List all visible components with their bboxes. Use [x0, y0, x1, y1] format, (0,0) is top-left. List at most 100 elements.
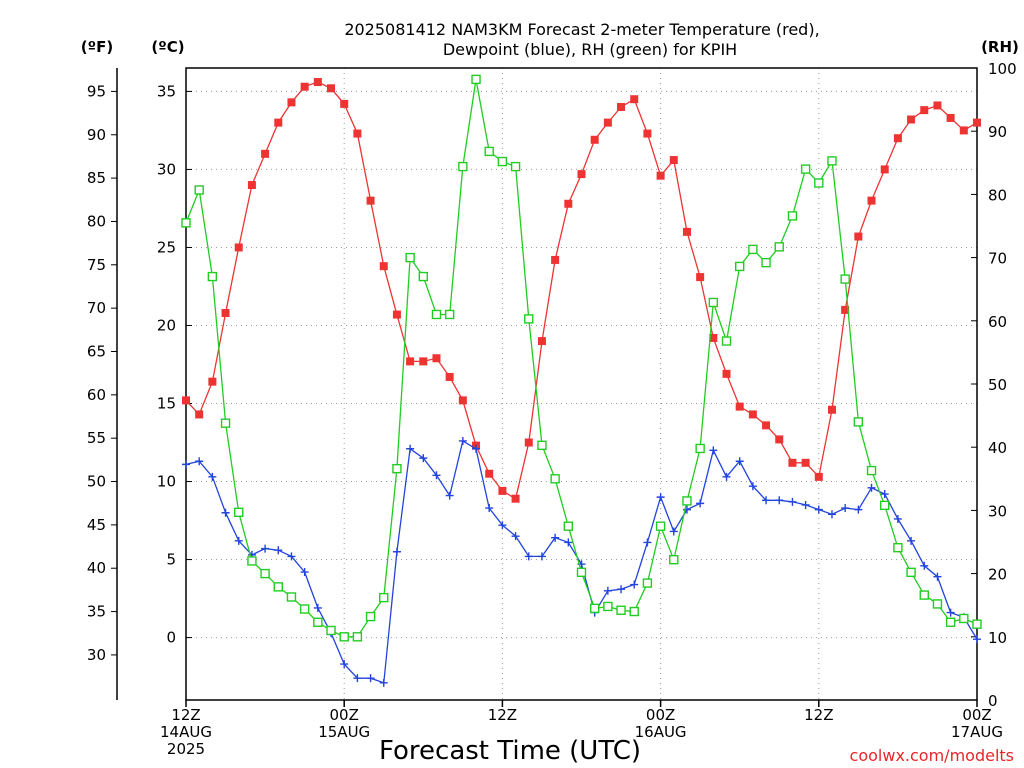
- temperature-point: [392, 310, 401, 319]
- dewpoint-point: [445, 491, 454, 500]
- rh-point: [260, 568, 270, 579]
- temperature-point: [234, 243, 243, 252]
- rh-point: [787, 211, 798, 221]
- dewpoint-point: [234, 536, 243, 545]
- rh-point: [761, 257, 771, 268]
- temperature-point: [195, 410, 204, 419]
- time-tick-label: 00Z: [330, 706, 359, 724]
- temperature-point: [722, 369, 731, 378]
- dewpoint-point: [617, 585, 626, 594]
- rh-point: [352, 632, 363, 642]
- rh-point: [247, 556, 257, 566]
- dewpoint-point: [709, 446, 718, 455]
- temperature-point: [379, 262, 388, 271]
- chart-title: 2025081412 NAM3KM Forecast 2-meter Tempe…: [344, 20, 819, 59]
- dewpoint-point: [841, 504, 850, 513]
- rh-point: [537, 440, 547, 451]
- fahrenheit-tick-label: 60: [87, 386, 106, 404]
- rh-point: [906, 567, 916, 578]
- rh-point: [181, 218, 191, 228]
- dewpoint-point: [472, 444, 481, 453]
- dewpoint-point: [643, 538, 652, 547]
- temperature-point: [854, 232, 863, 241]
- rh-point: [550, 474, 560, 484]
- dewpoint-point: [748, 482, 757, 491]
- fahrenheit-tick-label: 85: [87, 169, 106, 187]
- temperature-point: [617, 103, 626, 112]
- fahrenheit-tick-label: 90: [87, 126, 106, 144]
- temperature-point: [643, 129, 652, 138]
- dewpoint-point: [261, 544, 270, 553]
- temperature-point: [274, 118, 283, 127]
- dewpoint-point: [867, 483, 876, 492]
- rh-point: [721, 336, 732, 346]
- dewpoint-point: [498, 521, 507, 530]
- fahrenheit-tick-label: 55: [87, 429, 106, 447]
- fahrenheit-tick-label: 35: [87, 603, 106, 621]
- celsius-tick-label: 0: [166, 629, 176, 647]
- rh-point: [313, 617, 323, 627]
- dewpoint-point: [537, 552, 546, 561]
- rh-tick-label: 100: [988, 60, 1017, 78]
- temperature-point: [841, 305, 850, 314]
- temperature-line: [185, 81, 978, 500]
- rh-tick-label: 20: [988, 566, 1007, 584]
- rh-point: [616, 605, 626, 615]
- rh-point: [458, 161, 468, 172]
- rh-point: [431, 309, 442, 320]
- rh-point: [972, 619, 982, 629]
- rh-point: [919, 590, 929, 600]
- rh-point: [220, 418, 231, 428]
- dewpoint-point: [392, 547, 401, 556]
- rh-tick-label: 30: [988, 502, 1007, 520]
- fahrenheit-tick-label: 95: [87, 82, 106, 100]
- temperature-point: [340, 99, 349, 108]
- temperature-point: [630, 95, 639, 104]
- rh-point: [735, 261, 745, 272]
- rh-point: [299, 604, 310, 614]
- temperature-point: [419, 357, 428, 366]
- rh-point: [669, 554, 679, 565]
- dewpoint-point: [300, 568, 309, 577]
- celsius-tick-label: 15: [157, 395, 176, 413]
- temperature-point: [893, 134, 902, 143]
- temperature-point: [590, 135, 599, 144]
- temperature-point: [775, 435, 784, 444]
- temperature-point: [814, 472, 823, 481]
- temperature-point: [656, 171, 665, 180]
- temperature-point: [537, 337, 546, 346]
- dewpoint-point: [827, 510, 836, 519]
- dewpoint-point: [221, 508, 230, 517]
- rh-point: [418, 271, 428, 282]
- celsius-tick-label: 5: [166, 551, 176, 569]
- temperature-point: [735, 402, 744, 411]
- time-tick-label: 14AUG: [160, 723, 212, 741]
- rh-point: [800, 164, 811, 174]
- rh-tick-label: 50: [988, 376, 1007, 394]
- title-line-1: 2025081412 NAM3KM Forecast 2-meter Tempe…: [344, 20, 819, 39]
- temperature-point: [247, 181, 256, 190]
- rh-point: [814, 178, 824, 188]
- rh-point: [642, 578, 653, 588]
- temperature-point: [577, 170, 586, 179]
- temperature-point: [353, 129, 362, 138]
- x-axis-title: Forecast Time (UTC): [379, 736, 641, 766]
- time-tick-label: 15AUG: [318, 723, 370, 741]
- temperature-point: [261, 149, 270, 158]
- dewpoint-point: [313, 603, 322, 612]
- celsius-axis: 0 5 10 15 20 25 30 35: [157, 82, 192, 647]
- temperature-point: [603, 118, 612, 127]
- time-tick-label: 12Z: [804, 706, 833, 724]
- celsius-tick-label: 30: [157, 160, 176, 178]
- rh-point: [576, 567, 587, 578]
- dewpoint-point: [854, 505, 863, 514]
- rh-point: [524, 314, 534, 324]
- rh-point: [827, 156, 837, 166]
- dewpoint-point: [340, 660, 349, 669]
- dewpoint-point: [696, 499, 705, 508]
- temperature-point: [498, 486, 507, 495]
- temperature-point: [524, 438, 533, 447]
- rh-point: [945, 617, 956, 627]
